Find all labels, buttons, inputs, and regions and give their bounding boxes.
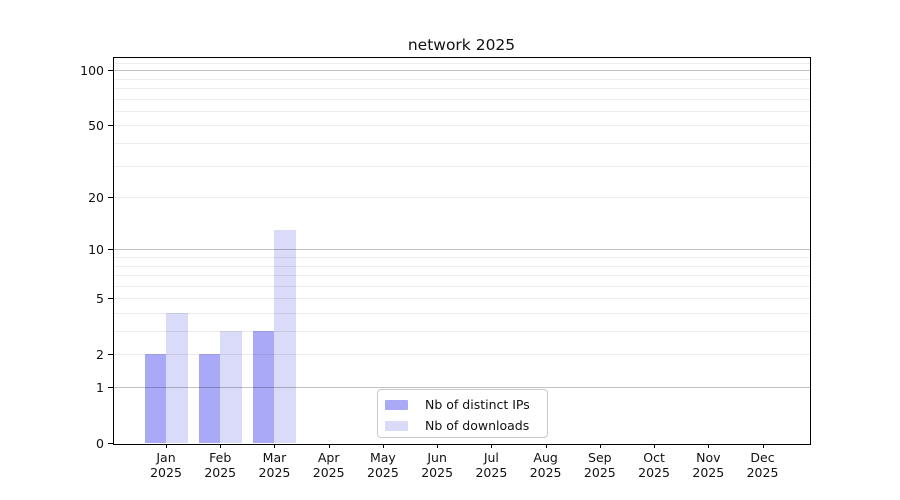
x-tick-mark	[491, 444, 493, 448]
gridline	[114, 143, 810, 145]
plot-area	[113, 57, 811, 445]
x-tick-label: Jul 2025	[475, 450, 508, 480]
gridline	[114, 313, 810, 314]
x-tick-label: Sep 2025	[583, 450, 616, 480]
y-tick-mark	[108, 196, 113, 198]
y-tick-label: 20	[88, 189, 104, 205]
x-tick-mark	[545, 444, 547, 448]
x-tick-mark	[437, 444, 439, 448]
y-tick-label: 5	[96, 290, 104, 306]
x-tick-label: Jan 2025	[150, 450, 182, 480]
y-tick-label: 1	[96, 379, 104, 395]
legend-swatch-distinct-ips	[385, 399, 408, 410]
gridline	[114, 275, 810, 277]
gridline	[114, 197, 810, 199]
legend-item-label: Nb of downloads	[425, 418, 530, 433]
gridline	[114, 298, 810, 300]
x-tick-label: Dec 2025	[746, 450, 779, 480]
y-tick-mark	[108, 353, 113, 355]
gridline	[114, 70, 810, 72]
y-tick-mark	[108, 442, 113, 444]
y-tick-mark	[108, 248, 113, 250]
bar-downloads-mar	[274, 229, 296, 443]
y-tick-mark	[108, 386, 113, 388]
x-tick-mark	[382, 444, 384, 448]
gridline	[114, 88, 810, 90]
legend: Nb of distinct IPs Nb of downloads	[377, 389, 548, 438]
y-tick-label: 0	[96, 435, 104, 451]
x-tick-label: Mar 2025	[258, 450, 291, 480]
gridline	[114, 265, 810, 267]
gridline	[114, 78, 810, 80]
legend-swatch-downloads	[385, 420, 408, 431]
x-tick-mark	[599, 444, 601, 448]
gridline	[114, 387, 810, 388]
x-tick-mark	[274, 444, 276, 448]
y-tick-mark	[108, 69, 113, 71]
x-tick-mark	[654, 444, 656, 448]
x-tick-mark	[328, 444, 330, 448]
y-tick-label: 100	[80, 62, 104, 78]
y-tick-label: 2	[96, 346, 104, 362]
y-tick-mark	[108, 297, 113, 299]
legend-item-label: Nb of distinct IPs	[425, 397, 530, 412]
legend-item: Nb of downloads	[385, 415, 547, 436]
x-tick-mark	[708, 444, 710, 448]
x-tick-label: Oct 2025	[638, 450, 670, 480]
gridline	[114, 331, 810, 333]
x-tick-mark	[762, 444, 764, 448]
gridline	[114, 165, 810, 167]
x-tick-label: Apr 2025	[312, 450, 345, 480]
gridline	[114, 285, 810, 287]
gridline	[114, 354, 810, 356]
bar-downloads-jan	[166, 313, 188, 443]
x-tick-label: May 2025	[367, 450, 399, 480]
gridline	[114, 249, 810, 251]
gridline	[114, 98, 810, 100]
x-tick-mark	[166, 444, 167, 448]
y-tick-mark	[108, 124, 113, 126]
bar-distinct-ips-jan	[144, 354, 166, 443]
x-tick-label: Feb 2025	[204, 450, 237, 480]
y-tick-label: 10	[88, 241, 104, 257]
y-tick-label: 50	[88, 117, 104, 133]
legend-item: Nb of distinct IPs	[385, 394, 547, 415]
chart-title: network 2025	[407, 36, 516, 54]
gridline	[114, 62, 810, 64]
bar-distinct-ips-mar	[252, 331, 275, 443]
x-tick-label: Nov 2025	[692, 450, 725, 480]
bar-distinct-ips-feb	[198, 354, 221, 443]
x-tick-label: Aug 2025	[529, 450, 562, 480]
gridline	[114, 125, 810, 127]
gridline	[114, 110, 810, 112]
x-tick-mark	[220, 444, 222, 448]
x-tick-label: Jun 2025	[421, 450, 454, 480]
gridline	[114, 257, 810, 258]
bar-downloads-feb	[220, 331, 242, 443]
